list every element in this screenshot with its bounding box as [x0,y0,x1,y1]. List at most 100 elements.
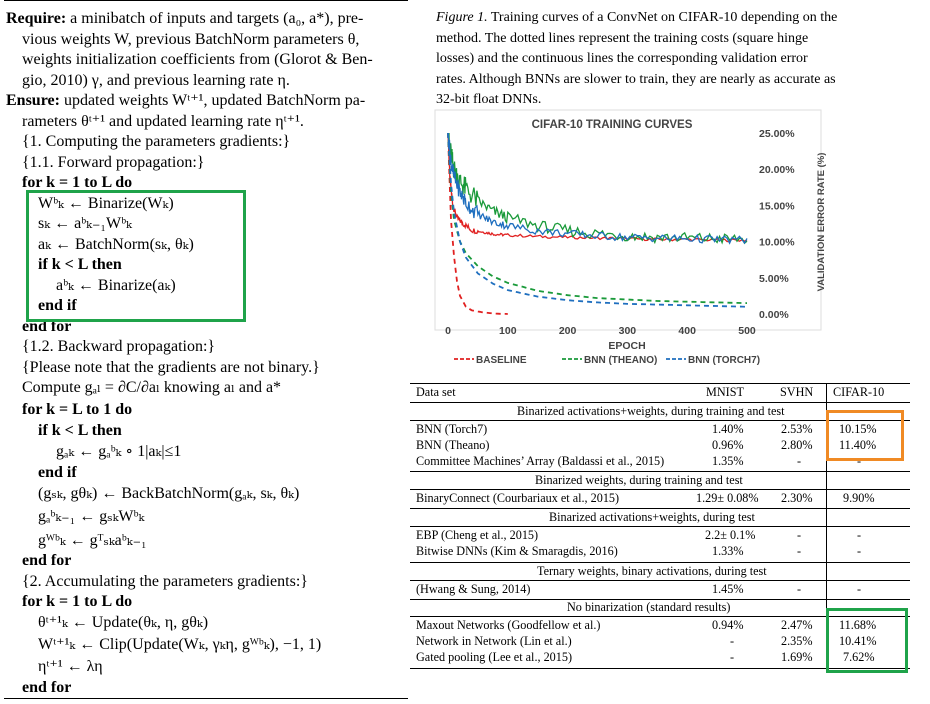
col-header-svhn: SVHN [780,385,814,399]
section-title: Ternary weights, binary activations, dur… [537,564,767,578]
chart-title: CIFAR-10 TRAINING CURVES [532,119,693,131]
algo-line: end for [22,679,72,696]
rule [410,489,910,490]
y-tick-label: 15.00% [759,200,795,212]
highlight-box-green [26,190,246,322]
algo-line: Wᵗ⁺¹ₖ ← Clip(Update(Wₖ, γₖη, gᵂᵇₖ), −1, … [38,636,322,653]
chart-frame [434,109,822,331]
x-tick-label: 100 [499,325,517,337]
ensure-label: Ensure: [6,92,60,109]
algo-line: for k = L to 1 do [22,401,133,418]
table-cell: 1.29± 0.08% [696,491,759,505]
y-tick-label: 25.00% [759,128,795,140]
rule [410,562,910,563]
rule [410,508,910,509]
rule [410,526,910,527]
legend-label: BASELINE [476,355,527,366]
require-label: Require: [6,10,67,27]
algo-line: Compute gₐₗ = ∂C/∂aₗ knowing aₗ and a* [22,379,282,396]
table-cell: 2.53% [781,422,813,436]
table-top-rule [410,383,910,384]
table-cell: Network in Network (Lin et al.) [416,634,572,648]
table-cell: BNN (Torch7) [416,422,488,436]
y-axis-label: VALIDATION ERROR RATE (%) [816,153,827,292]
section-title: Binarized weights, during training and t… [535,473,743,487]
algo-line: aₖ ← BatchNorm(sₖ, θₖ) [38,235,194,253]
section-title: No binarization (standard results) [567,600,731,614]
table-cell: 11.40% [839,438,877,452]
x-tick-label: 400 [678,325,696,337]
table-cell: Maxout Networks (Goodfellow et al.) [416,618,601,632]
x-tick-label: 300 [619,325,637,337]
series-line-baseline-dotted [447,132,508,315]
chart-legend: BASELINE BNN (THEANO) BNN (TORCH7) [454,355,760,366]
highlight-box-orange [826,410,904,461]
algo-line: ηᵗ⁺¹ ← λη [38,658,103,675]
table-cell: BNN (Theano) [416,438,490,452]
algorithm-top-rule [4,0,408,1]
table-cell: 2.47% [781,618,813,632]
column-separator [826,384,827,668]
rule [410,402,910,403]
series-line-bnn-torch7--solid [447,132,748,245]
table-cell: - [797,454,802,468]
table-cell: BinaryConnect (Courbariaux et al., 2015) [416,491,620,505]
algo-line: gₐᵇₖ₋₁ ← gₛₖWᵇₖ [38,508,145,525]
x-tick-labels: 0 100 200 300 400 500 [445,325,756,337]
y-tick-labels: 0.00% 5.00% 10.00% 15.00% 20.00% 25.00% [759,128,795,321]
table-cell: - [857,454,862,468]
algo-line: {1. Computing the parameters gradients:} [22,133,291,150]
table-cell: - [857,528,862,542]
rule [410,580,910,581]
algo-line: gₐₖ ← gₐᵇₖ ∘ 1|aₖ|≤1 [56,443,182,460]
algo-line: {1.1. Forward propagation:} [22,153,205,171]
table-cell: 1.33% [712,544,744,558]
x-tick-label: 500 [738,325,756,337]
algo-line: sₖ ← aᵇₖ₋₁Wᵇₖ [38,215,132,232]
require-text-2: vious weights W, previous BatchNorm para… [22,30,360,48]
y-tick-label: 5.00% [759,273,789,285]
caption-label: Figure 1. [436,10,488,25]
ensure-text-1: updated weights Wᵗ⁺¹, updated BatchNorm … [63,92,366,109]
caption-text: Training curves of a ConvNet on CIFAR-10… [436,10,838,107]
table-cell: 2.80% [781,438,813,452]
table-cell: 0.94% [712,618,744,632]
table-cell: (Hwang & Sung, 2014) [416,582,531,596]
algo-line: if k < L then [38,422,122,439]
chart-series-group [447,132,748,315]
legend-label: BNN (TORCH7) [688,355,760,366]
table-cell: 1.69% [781,650,813,664]
table-cell: Committee Machines’ Array (Baldassi et a… [416,454,665,468]
require-text-4: gio, 2010) γ, and previous learning rate… [22,71,290,89]
table-cell: 2.2± 0.1% [705,528,756,542]
table-bottom-rule [410,668,910,669]
rule [410,420,910,421]
training-curves-chart: CIFAR-10 TRAINING CURVES 0 100 200 300 400 50… [434,109,827,366]
table-cell: 1.40% [712,422,744,436]
x-tick-label: 0 [445,325,451,337]
section-title: Binarized activations+weights, during tr… [517,404,785,418]
algo-line: Wᵇₖ ← Binarize(Wₖ) [38,194,174,212]
series-line-bnn-theano--dotted [447,132,748,304]
rule [410,471,910,472]
table-cell: - [797,544,802,558]
table-cell: 10.15% [839,422,877,436]
algo-line: (gₛₖ, gθₖ) ← BackBatchNorm(gₐₖ, sₖ, θₖ) [38,485,300,502]
legend-label: BNN (THEANO) [584,355,657,366]
figure-caption: Figure 1. Training curves of a ConvNet o… [436,8,840,111]
section-title: Binarized activations+weights, during te… [549,510,755,524]
table-cell: - [857,544,862,558]
algo-line: end for [22,552,72,569]
rule [410,599,910,600]
algo-line: {1.2. Backward propagation:} [22,338,216,355]
algo-line: end if [38,463,77,481]
table-cell: - [730,650,735,664]
series-line-bnn-torch7--dotted [447,132,748,308]
table-cell: - [797,582,802,596]
algo-line: θᵗ⁺¹ₖ ← Update(θₖ, η, gθₖ) [38,614,209,631]
algo-line: end if [38,297,77,314]
table-cell: - [857,582,862,596]
require-line-1: Require: a minibatch of inputs and targe… [6,9,363,30]
algo-line: {2. Accumulating the parameters gradient… [22,572,308,590]
table-cell: EBP (Cheng et al., 2015) [416,528,539,542]
